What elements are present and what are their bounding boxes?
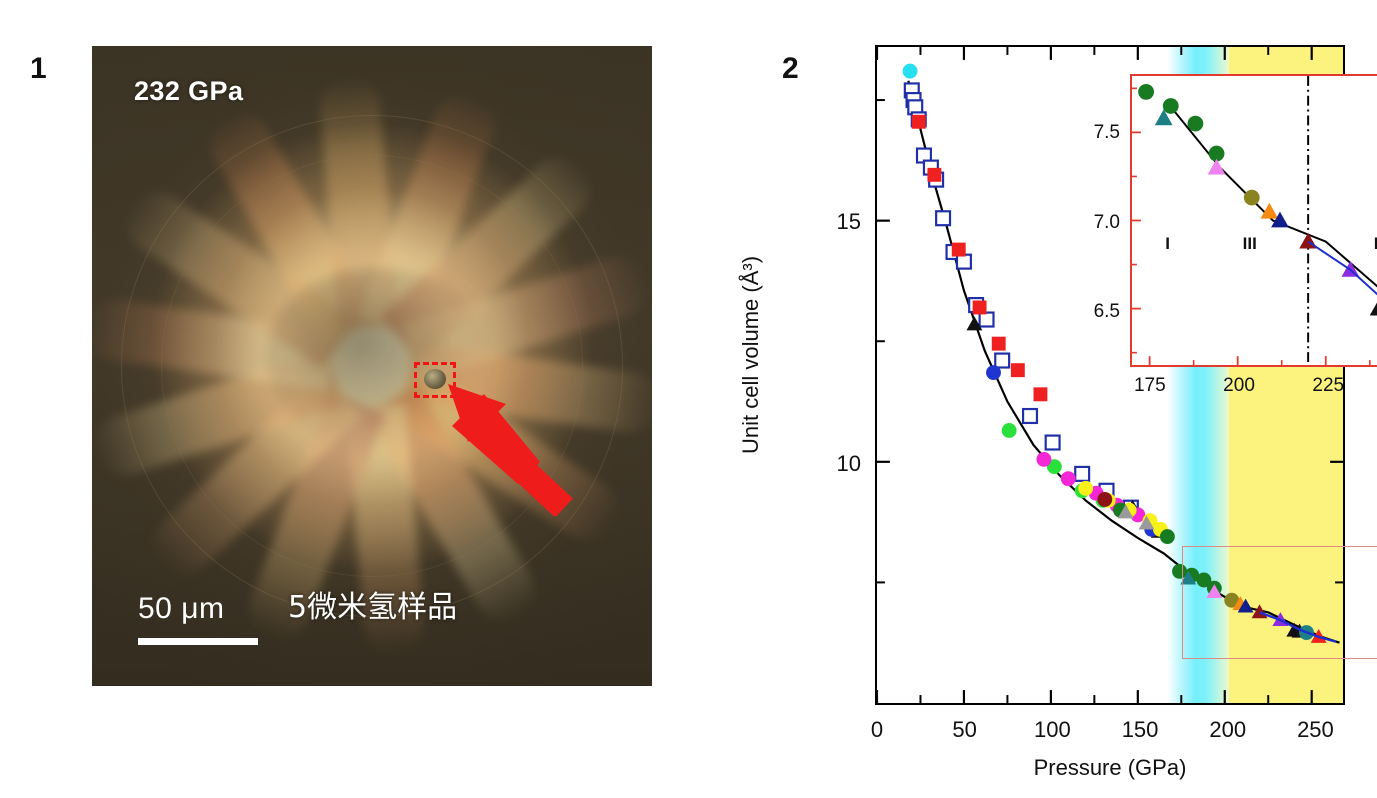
main-plot-svg xyxy=(875,47,1343,703)
data-point xyxy=(1159,529,1175,545)
hydrogen-sample-blob xyxy=(424,369,446,389)
data-point xyxy=(1021,407,1039,425)
data-point xyxy=(1078,480,1094,496)
sample-annotation-text: 5微米氢样品 xyxy=(288,590,458,625)
data-point xyxy=(1237,598,1254,613)
inset-plot: 1752002252506.57.07.5IIIIIV xyxy=(1094,74,1377,396)
scale-bar xyxy=(138,638,258,645)
data-point xyxy=(911,114,926,129)
data-point xyxy=(991,336,1006,351)
x-tick-label: 250 xyxy=(1297,717,1334,742)
inset-data-point xyxy=(1260,202,1279,219)
panel-1-number: 1 xyxy=(30,52,47,85)
inset-data-point xyxy=(1138,83,1154,100)
pointer-arrow-icon xyxy=(448,384,573,516)
scale-bar-label: 50 μm xyxy=(138,592,225,625)
x-tick-label: 100 xyxy=(1034,717,1071,742)
inset-y-tick-label: 6.5 xyxy=(1093,300,1120,322)
data-point xyxy=(902,63,918,79)
y-tick-label: 15 xyxy=(836,208,861,234)
data-point xyxy=(1001,423,1017,438)
sample-highlight-box xyxy=(414,362,456,398)
x-tick-label: 0 xyxy=(870,717,884,742)
data-point xyxy=(1206,584,1223,599)
data-point xyxy=(1033,387,1048,402)
data-point xyxy=(1224,592,1240,608)
inset-x-tick-label: 200 xyxy=(1223,375,1255,396)
data-point xyxy=(1010,363,1025,378)
data-point xyxy=(1044,434,1061,451)
data-point xyxy=(1074,465,1091,482)
data-point xyxy=(972,300,987,315)
x-axis-label: Pressure (GPa) xyxy=(1033,755,1187,780)
panel-2-number: 2 xyxy=(782,52,799,85)
inset-data-point xyxy=(1207,158,1226,175)
data-point xyxy=(951,242,966,257)
y-tick-label: 10 xyxy=(836,451,861,477)
mid-ring xyxy=(161,155,583,577)
data-point xyxy=(1196,572,1212,588)
x-tick-label: 200 xyxy=(1209,717,1247,742)
inset-data-point xyxy=(1187,115,1204,132)
data-point xyxy=(955,253,972,270)
data-point xyxy=(1046,459,1062,475)
inset-data-point xyxy=(1162,98,1179,114)
inset-plot-svg xyxy=(1132,76,1377,365)
data-point xyxy=(1172,563,1187,579)
inset-data-point xyxy=(1208,145,1225,162)
diamond-anvil-micrograph: 232 GPa 5微米氢样品 50 μm xyxy=(92,46,652,686)
x-tick-label: 150 xyxy=(1121,717,1159,742)
pressure-value-label: 232 GPa xyxy=(134,76,244,106)
data-point xyxy=(1117,504,1134,519)
plot-area: I III IV 1752002252506.57.07.5IIIIIV 050… xyxy=(837,45,1377,742)
data-point xyxy=(994,352,1011,369)
inset-data-point xyxy=(1369,302,1377,316)
data-point xyxy=(935,210,952,227)
data-point xyxy=(1180,570,1197,585)
inset-phase-label-III: III xyxy=(1242,233,1257,253)
data-point xyxy=(927,167,942,182)
eos-chart: Unit cell volume (Å³) Pressure (GPa) I I… xyxy=(738,25,1377,785)
outer-ring xyxy=(121,115,623,617)
inset-y-tick-label: 7.5 xyxy=(1093,122,1120,144)
y-axis-label: Unit cell volume (Å³) xyxy=(738,255,763,455)
inset-x-tick-label: 225 xyxy=(1312,375,1345,396)
data-point xyxy=(978,311,995,328)
data-point xyxy=(1138,515,1155,530)
data-point xyxy=(1097,491,1113,507)
inset-x-tick-label: 175 xyxy=(1133,375,1166,396)
data-point xyxy=(1060,471,1076,487)
data-point xyxy=(1036,451,1052,467)
inset-phase-label-I: I xyxy=(1165,233,1171,253)
inset-y-tick-label: 7.0 xyxy=(1093,211,1120,233)
inset-data-point xyxy=(1154,109,1173,126)
inset-data-point xyxy=(1243,189,1260,206)
inset-zoom-rectangle xyxy=(1182,546,1377,659)
x-tick-label: 50 xyxy=(952,717,977,742)
inset-phase-label-IV: IV xyxy=(1373,233,1377,253)
data-point xyxy=(986,365,1001,381)
inset-data-point xyxy=(1271,211,1289,228)
data-point xyxy=(966,316,983,331)
